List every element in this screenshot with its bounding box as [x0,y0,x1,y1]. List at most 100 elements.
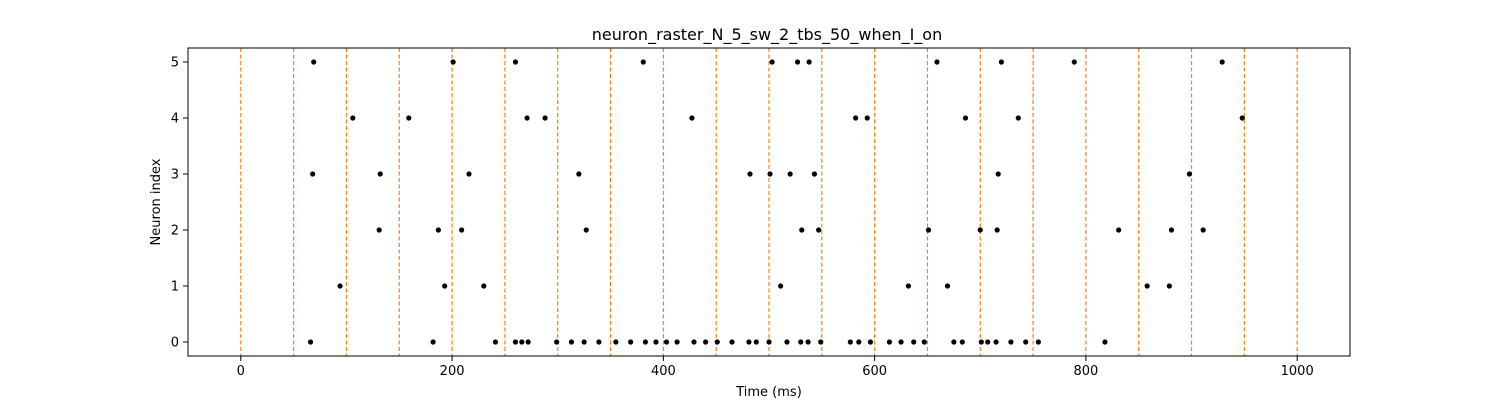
spike-point [1239,115,1245,121]
spike-point [787,171,793,177]
spike-point [1015,115,1021,121]
spike-point [1008,339,1014,345]
spike-point [925,227,932,233]
spike-point [450,59,456,65]
x-tick-label: 200 [440,364,465,379]
spike-point [921,339,927,345]
spike-point [689,115,695,121]
spike-point [1186,171,1193,177]
spike-point [818,339,824,345]
spike-point [1168,227,1175,233]
spike-point [524,115,530,121]
spike-point [628,339,634,345]
plot-frame [187,47,1351,357]
spike-point [1116,227,1122,233]
spike-point [703,339,709,345]
spike-point [512,59,519,65]
y-tick-label: 5 [171,56,179,71]
spike-point [766,339,772,345]
y-axis-ticks: 0 1 2 3 4 5 [171,56,188,351]
spike-point [663,339,670,345]
spike-point [729,339,735,345]
spike-point [642,339,649,345]
spike-point [864,115,870,121]
y-tick-label: 1 [171,280,179,295]
spike-point [951,339,957,345]
spike-point [805,339,811,345]
spike-point [747,171,753,177]
y-axis-label: Neuron index [149,158,164,245]
chart-title: neuron_raster_N_5_sw_2_tbs_50_when_I_on [592,25,942,45]
spike-point [481,283,487,289]
spike-point [613,339,619,345]
spike-point [784,339,790,345]
spike-point [554,339,560,345]
spike-point [1023,339,1029,345]
x-tick-label: 0 [237,364,245,379]
spike-point [959,339,965,345]
spike-point [753,339,759,345]
spike-point [816,227,822,233]
spike-point [492,339,499,345]
spike-point [806,59,812,65]
spike-point [596,339,602,345]
spike-point [811,171,818,177]
spike-point [794,59,801,65]
spike-point [442,283,448,289]
x-tick-label: 400 [651,364,676,379]
spike-point [430,339,436,345]
spike-point [853,115,859,121]
y-tick-label: 3 [171,168,179,183]
spike-point [458,227,465,233]
spike-point [1035,339,1041,345]
spike-point [944,283,951,289]
spike-point [798,339,804,345]
spike-point [377,171,383,177]
spike-point [778,283,784,289]
y-tick-label: 2 [171,224,179,239]
spike-point [998,59,1005,65]
spike-point [994,227,1000,233]
spike-point [1200,227,1206,233]
spike-point [886,339,893,345]
spike-point [568,339,575,345]
spike-point [512,339,519,345]
spike-point [905,283,912,289]
x-axis-label: Time (ms) [735,385,802,400]
event-vlines [240,48,1298,356]
spike-point [653,339,659,345]
spike-point [934,59,940,65]
spike-point [691,339,697,345]
spike-point [350,115,356,121]
y-tick-label: 4 [171,112,179,127]
spike-point [714,339,720,345]
spike-point [1071,59,1077,65]
spike-point [867,339,874,345]
spike-point [376,227,382,233]
spike-point [978,339,984,345]
spike-point [310,171,316,177]
spike-point [542,115,548,121]
spike-point [898,339,904,345]
spike-point [993,339,999,345]
spike-point [435,227,441,233]
spike-point [406,115,412,121]
spike-point [640,59,646,65]
x-tick-label: 800 [1073,364,1098,379]
spike-point [1102,339,1108,345]
spike-point [769,59,775,65]
spike-point [1144,283,1150,289]
spike-point [985,339,991,345]
spike-point [311,59,317,65]
spike-point [674,339,680,345]
spike-point [995,171,1001,177]
spike-point [1166,283,1172,289]
spike-point [466,171,472,177]
spike-point [767,171,773,177]
spike-point [856,339,862,345]
spike-points [307,59,1245,345]
spike-point [977,227,983,233]
